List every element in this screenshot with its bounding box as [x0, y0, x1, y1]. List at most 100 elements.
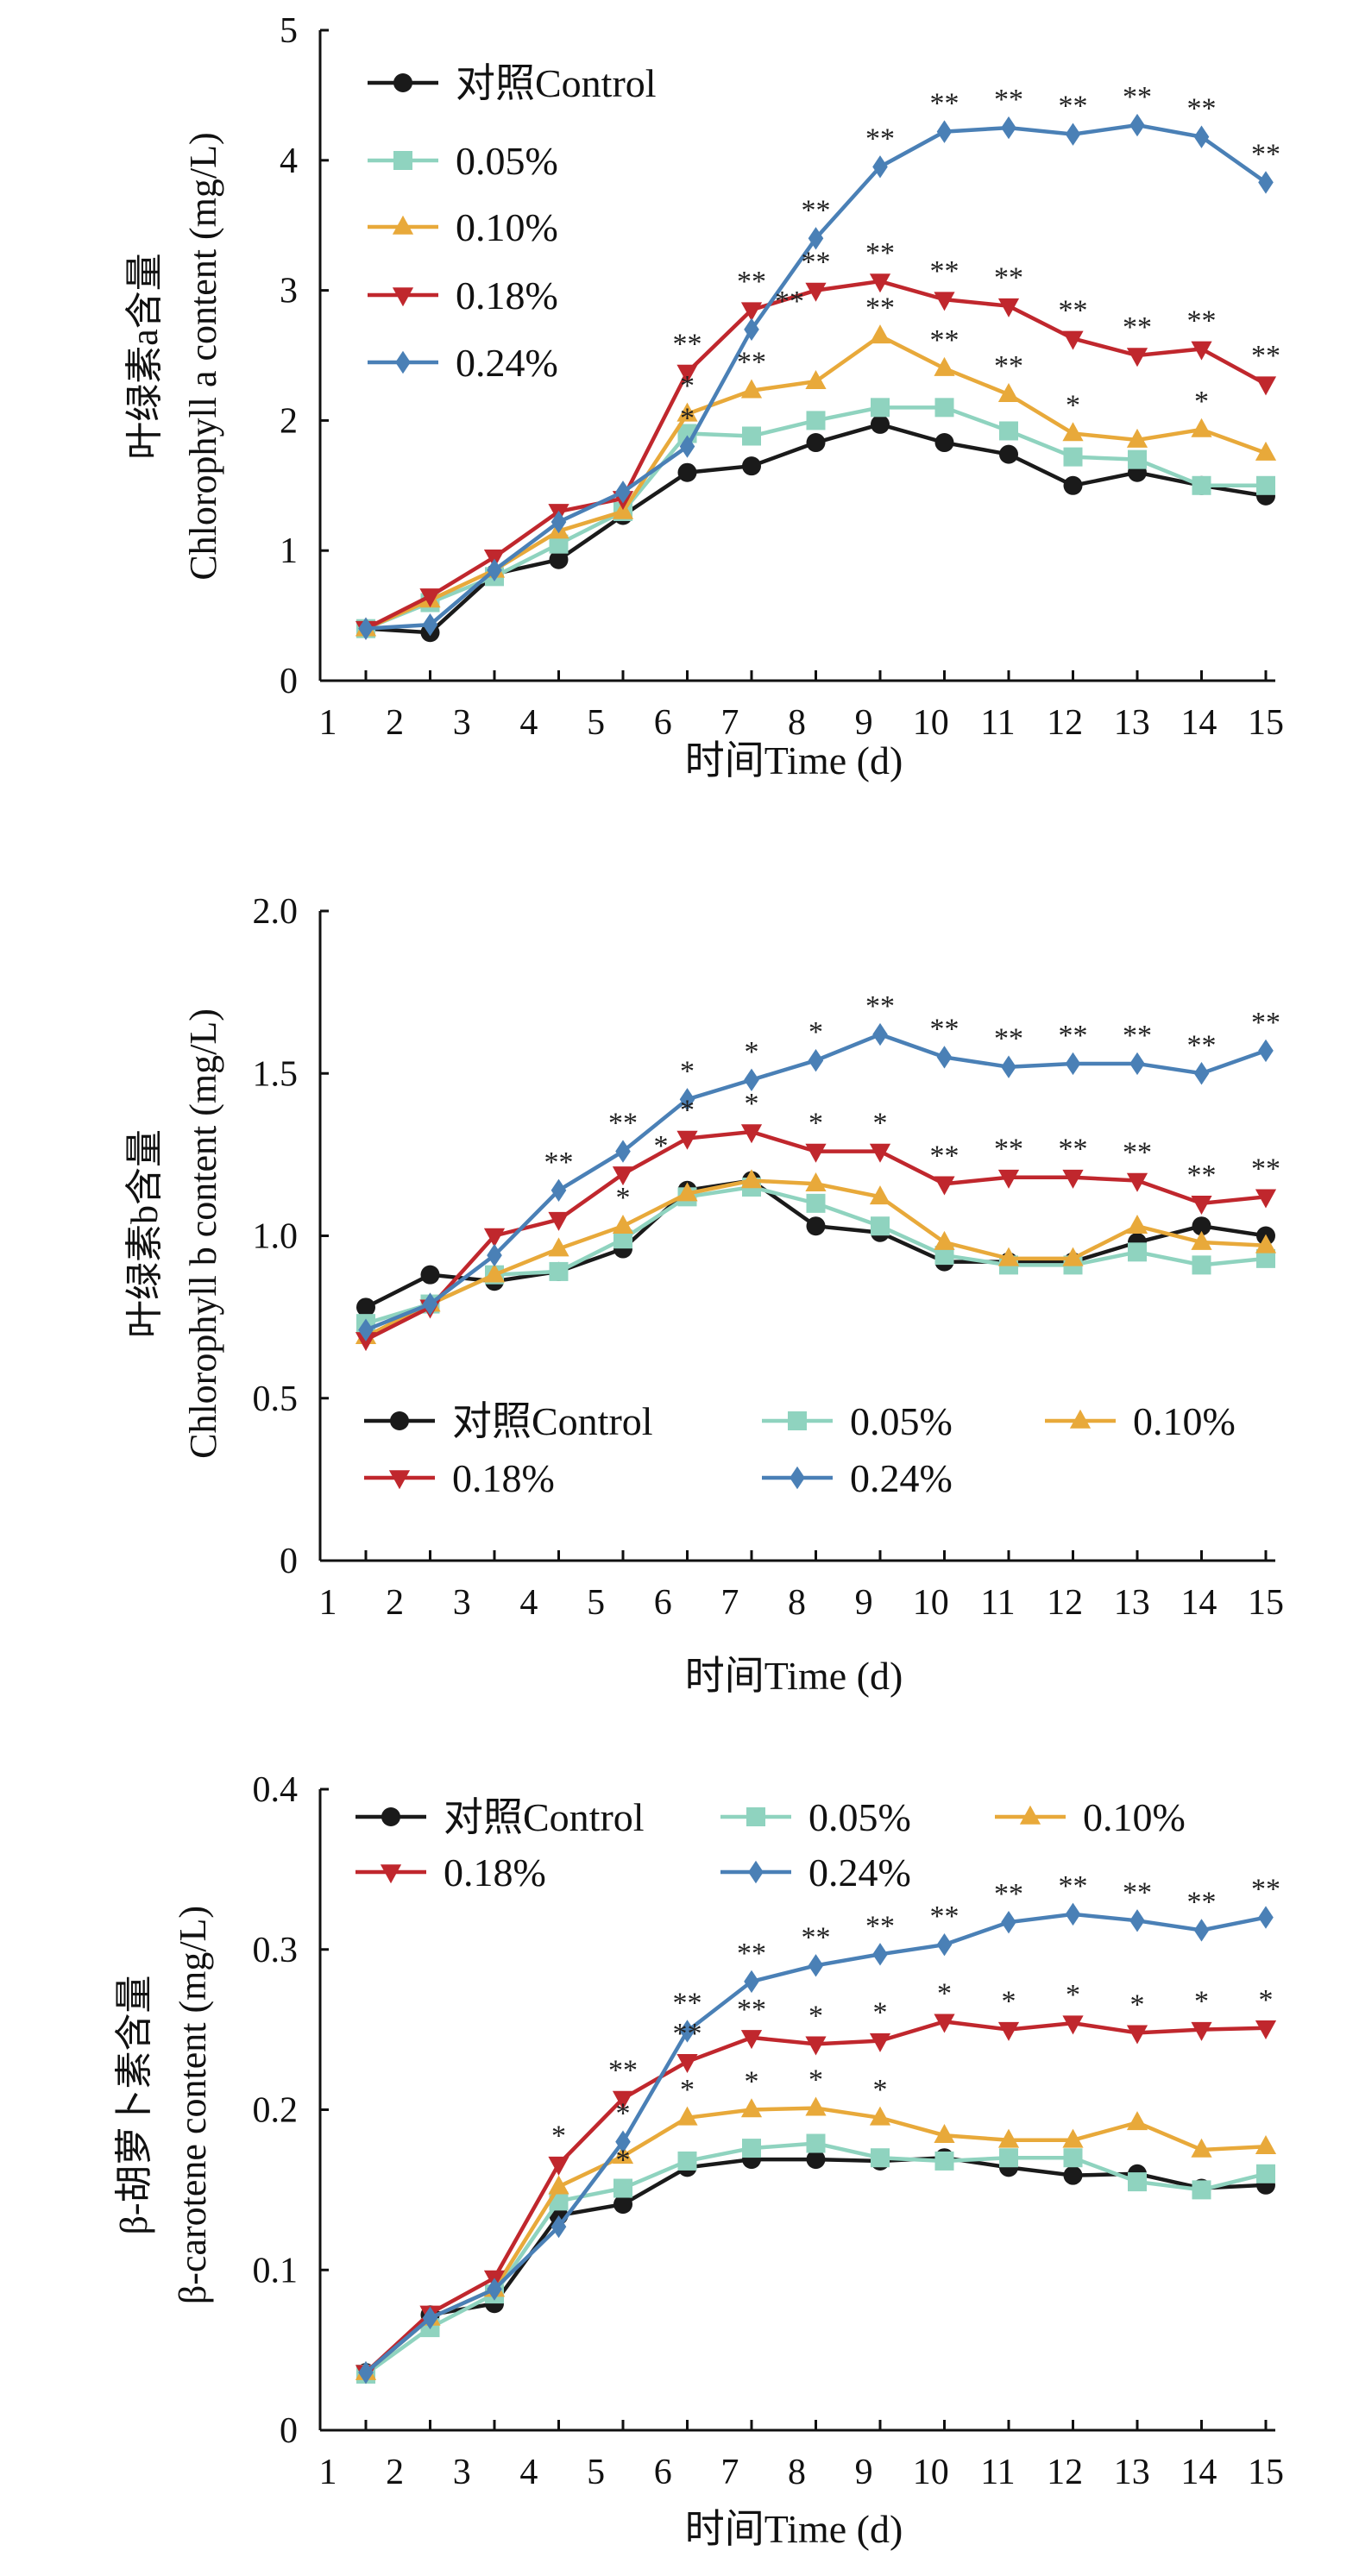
data-point: [679, 2020, 695, 2043]
data-point: [1062, 2015, 1084, 2035]
significance-label: **: [673, 329, 702, 361]
x-tick-label: 5: [587, 703, 605, 743]
data-point: [1065, 1052, 1081, 1076]
data-point: [872, 1943, 888, 1966]
data-point: [356, 1297, 375, 1317]
significance-label: **: [865, 123, 895, 154]
data-point: [1192, 1216, 1211, 1236]
y-axis-label-cn: 叶绿素b含量: [123, 1129, 166, 1338]
significance-label: *: [680, 2074, 695, 2106]
data-point: [613, 1229, 632, 1249]
x-axis-label: 时间Time (d): [685, 2507, 903, 2551]
legend-marker: [790, 1466, 805, 1490]
legend-label: 0.18%: [452, 1456, 555, 1500]
data-point: [548, 1211, 569, 1231]
x-tick-label: 14: [1180, 703, 1217, 743]
legend: 对照Control 0.05% 0.10% 0.18% 0.24%: [355, 1795, 1186, 1894]
data-point: [1258, 171, 1274, 194]
y-tick-label: 0: [280, 1542, 298, 1581]
data-point: [1255, 441, 1277, 461]
data-point: [615, 1140, 631, 1163]
data-point: [1192, 1255, 1211, 1275]
series-square: [356, 2133, 1275, 2384]
x-tick-label: 7: [720, 2453, 739, 2492]
significance-label: **: [1059, 1020, 1088, 1052]
data-point: [869, 273, 891, 293]
data-point: [871, 1216, 890, 1236]
significance-label: **: [544, 1147, 574, 1178]
data-point: [934, 2124, 955, 2144]
data-point: [1191, 2138, 1212, 2158]
significance-label: *: [680, 1095, 695, 1127]
data-point: [676, 1182, 698, 1202]
x-tick-label: 14: [1180, 2453, 1217, 2492]
x-axis-label: 时间Time (d): [685, 738, 903, 782]
legend-marker: [746, 1807, 765, 1826]
significance-label: **: [737, 1938, 766, 1970]
data-point: [806, 411, 826, 430]
x-axis-label: 时间Time (d): [685, 1654, 903, 1698]
legend-marker: [390, 1411, 409, 1430]
y-tick-label: 0.1: [253, 2251, 299, 2290]
legend-item: 0.10%: [995, 1795, 1186, 1839]
data-point: [358, 617, 374, 640]
data-point: [1191, 2021, 1212, 2041]
data-point: [805, 369, 827, 389]
data-point: [613, 2195, 632, 2215]
legend-label: 0.18%: [456, 273, 558, 317]
significance-label: **: [994, 1878, 1023, 1910]
x-tick-label: 1: [319, 2453, 337, 2492]
data-point: [806, 2133, 826, 2153]
significance-label: *: [808, 1108, 823, 1140]
data-point: [869, 324, 891, 344]
significance-label: *: [1066, 389, 1080, 421]
y-axis-label-cn: 叶绿素a含量: [123, 253, 166, 460]
significance-label: *: [616, 2145, 631, 2177]
data-point: [1191, 341, 1212, 361]
significance-label: **: [1187, 93, 1217, 125]
significance-label: **: [1059, 294, 1088, 326]
legend-label: 0.24%: [456, 341, 558, 385]
data-point: [871, 2148, 890, 2168]
significance-label: **: [930, 1013, 959, 1045]
data-point: [420, 1265, 440, 1285]
significance-label: **: [1187, 1029, 1217, 1061]
x-tick-label: 13: [1114, 2453, 1150, 2492]
significance-label: **: [737, 1994, 766, 2026]
data-point: [1258, 1906, 1274, 1929]
significance-label: **: [1123, 1020, 1152, 1052]
data-point: [936, 1046, 953, 1069]
data-point: [934, 433, 954, 453]
data-point: [612, 2090, 634, 2110]
significance-label: **: [802, 247, 831, 279]
data-point: [1001, 1910, 1016, 1934]
legend: 对照Control 0.05% 0.10% 0.18% 0.24%: [364, 1399, 1236, 1500]
significance-label: *: [616, 1182, 631, 1214]
data-point: [1129, 1052, 1145, 1076]
y-tick-label: 0: [280, 662, 298, 701]
significance-label: *: [551, 2120, 566, 2152]
x-tick-label: 10: [913, 1583, 949, 1623]
data-point: [1129, 1909, 1145, 1932]
data-point: [1193, 1919, 1210, 1942]
legend-item: 0.10%: [368, 205, 558, 249]
data-point: [422, 1292, 438, 1316]
significance-label: **: [1123, 1876, 1152, 1908]
legend-label: 0.10%: [456, 205, 558, 249]
data-point: [1001, 1055, 1016, 1078]
data-point: [676, 402, 698, 422]
data-point: [1128, 1242, 1147, 1262]
legend-label: 0.24%: [808, 1850, 911, 1894]
data-point: [997, 1247, 1020, 1266]
legend-marker: [392, 287, 414, 307]
data-point: [1126, 2111, 1148, 2131]
x-tick-label: 5: [587, 2453, 605, 2492]
significance-label: **: [1251, 138, 1280, 170]
data-point: [869, 1185, 891, 1205]
legend-marker: [748, 1860, 764, 1884]
significance-label: **: [1251, 1874, 1280, 1906]
x-tick-label: 15: [1248, 2453, 1284, 2492]
data-point: [422, 613, 438, 637]
significance-label: **: [1251, 340, 1280, 372]
